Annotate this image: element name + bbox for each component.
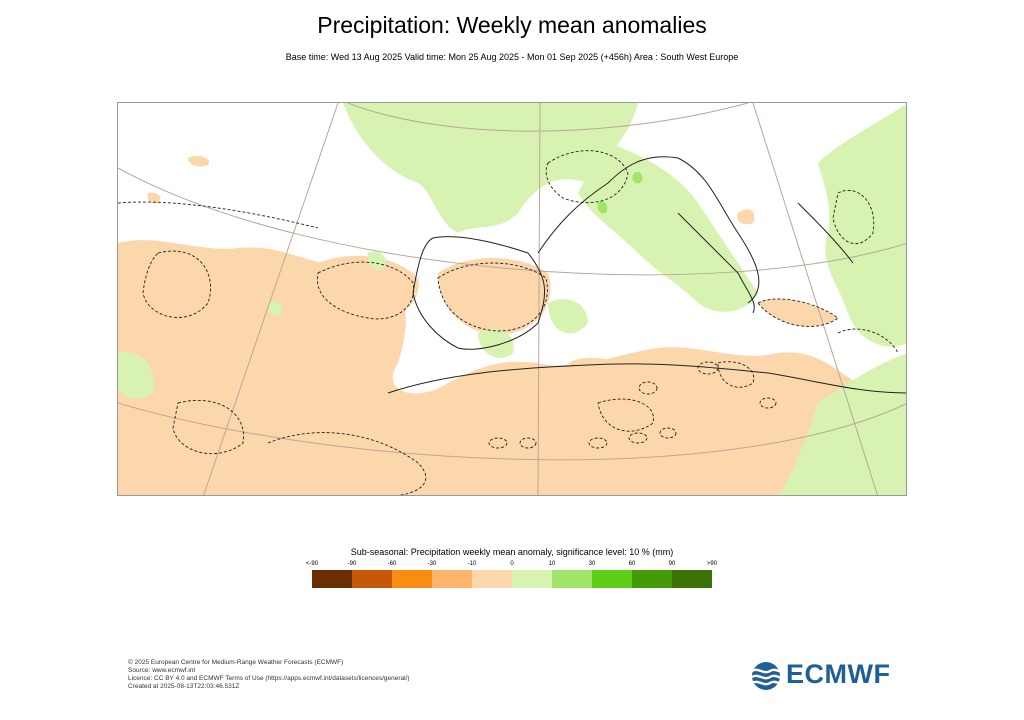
legend-swatch	[552, 570, 592, 588]
ecmwf-logo-text: ECMWF	[786, 659, 891, 689]
graticule	[118, 103, 906, 495]
legend-tick: 30	[588, 561, 596, 567]
legend-swatch	[672, 570, 712, 588]
legend-swatch	[352, 570, 392, 588]
legend-swatch	[592, 570, 632, 588]
legend-swatch	[472, 570, 512, 588]
legend-swatch	[312, 570, 352, 588]
legend-swatch	[392, 570, 432, 588]
legend-tick: -90	[347, 561, 357, 567]
legend-ticks: <-90 -90 -60 -30 -10 0 10 30 60 90 >90	[306, 561, 717, 571]
legend-title: Sub-seasonal: Precipitation weekly mean …	[350, 547, 674, 557]
source-line[interactable]: Source: www.ecmwf.int	[128, 667, 196, 674]
wet-anomaly-areas	[118, 103, 906, 495]
copyright-line: © 2025 European Centre for Medium-Range …	[128, 659, 344, 666]
legend-swatch	[432, 570, 472, 588]
legend-tick: 10	[548, 561, 556, 567]
legend-tick: -10	[467, 561, 477, 567]
legend-colorbar	[312, 570, 712, 588]
licence-line[interactable]: Licence: CC BY 4.0 and ECMWF Terms of Us…	[128, 675, 410, 682]
created-line: Created at 2025-08-13T22:03:46.531Z	[128, 683, 240, 690]
anomaly-map	[117, 102, 907, 496]
legend-tick: 60	[628, 561, 636, 567]
legend-tick: >90	[706, 561, 718, 567]
small-contour-rings	[488, 361, 777, 449]
credits: © 2025 European Centre for Medium-Range …	[128, 659, 410, 691]
strong-wet-areas	[597, 171, 643, 214]
significance-contours	[118, 150, 899, 495]
map-canvas	[118, 103, 906, 495]
legend-tick: -60	[387, 561, 397, 567]
legend-tick: 90	[668, 561, 676, 567]
legend-swatch	[632, 570, 672, 588]
legend-tick: <-90	[305, 561, 319, 567]
ecmwf-logo-icon	[751, 662, 788, 690]
legend-swatch	[512, 570, 552, 588]
page-title: Precipitation: Weekly mean anomalies	[317, 12, 707, 38]
legend-tick: -30	[427, 561, 437, 567]
page-subtitle: Base time: Wed 13 Aug 2025 Valid time: M…	[285, 52, 739, 62]
legend-tick: 0	[510, 561, 514, 567]
